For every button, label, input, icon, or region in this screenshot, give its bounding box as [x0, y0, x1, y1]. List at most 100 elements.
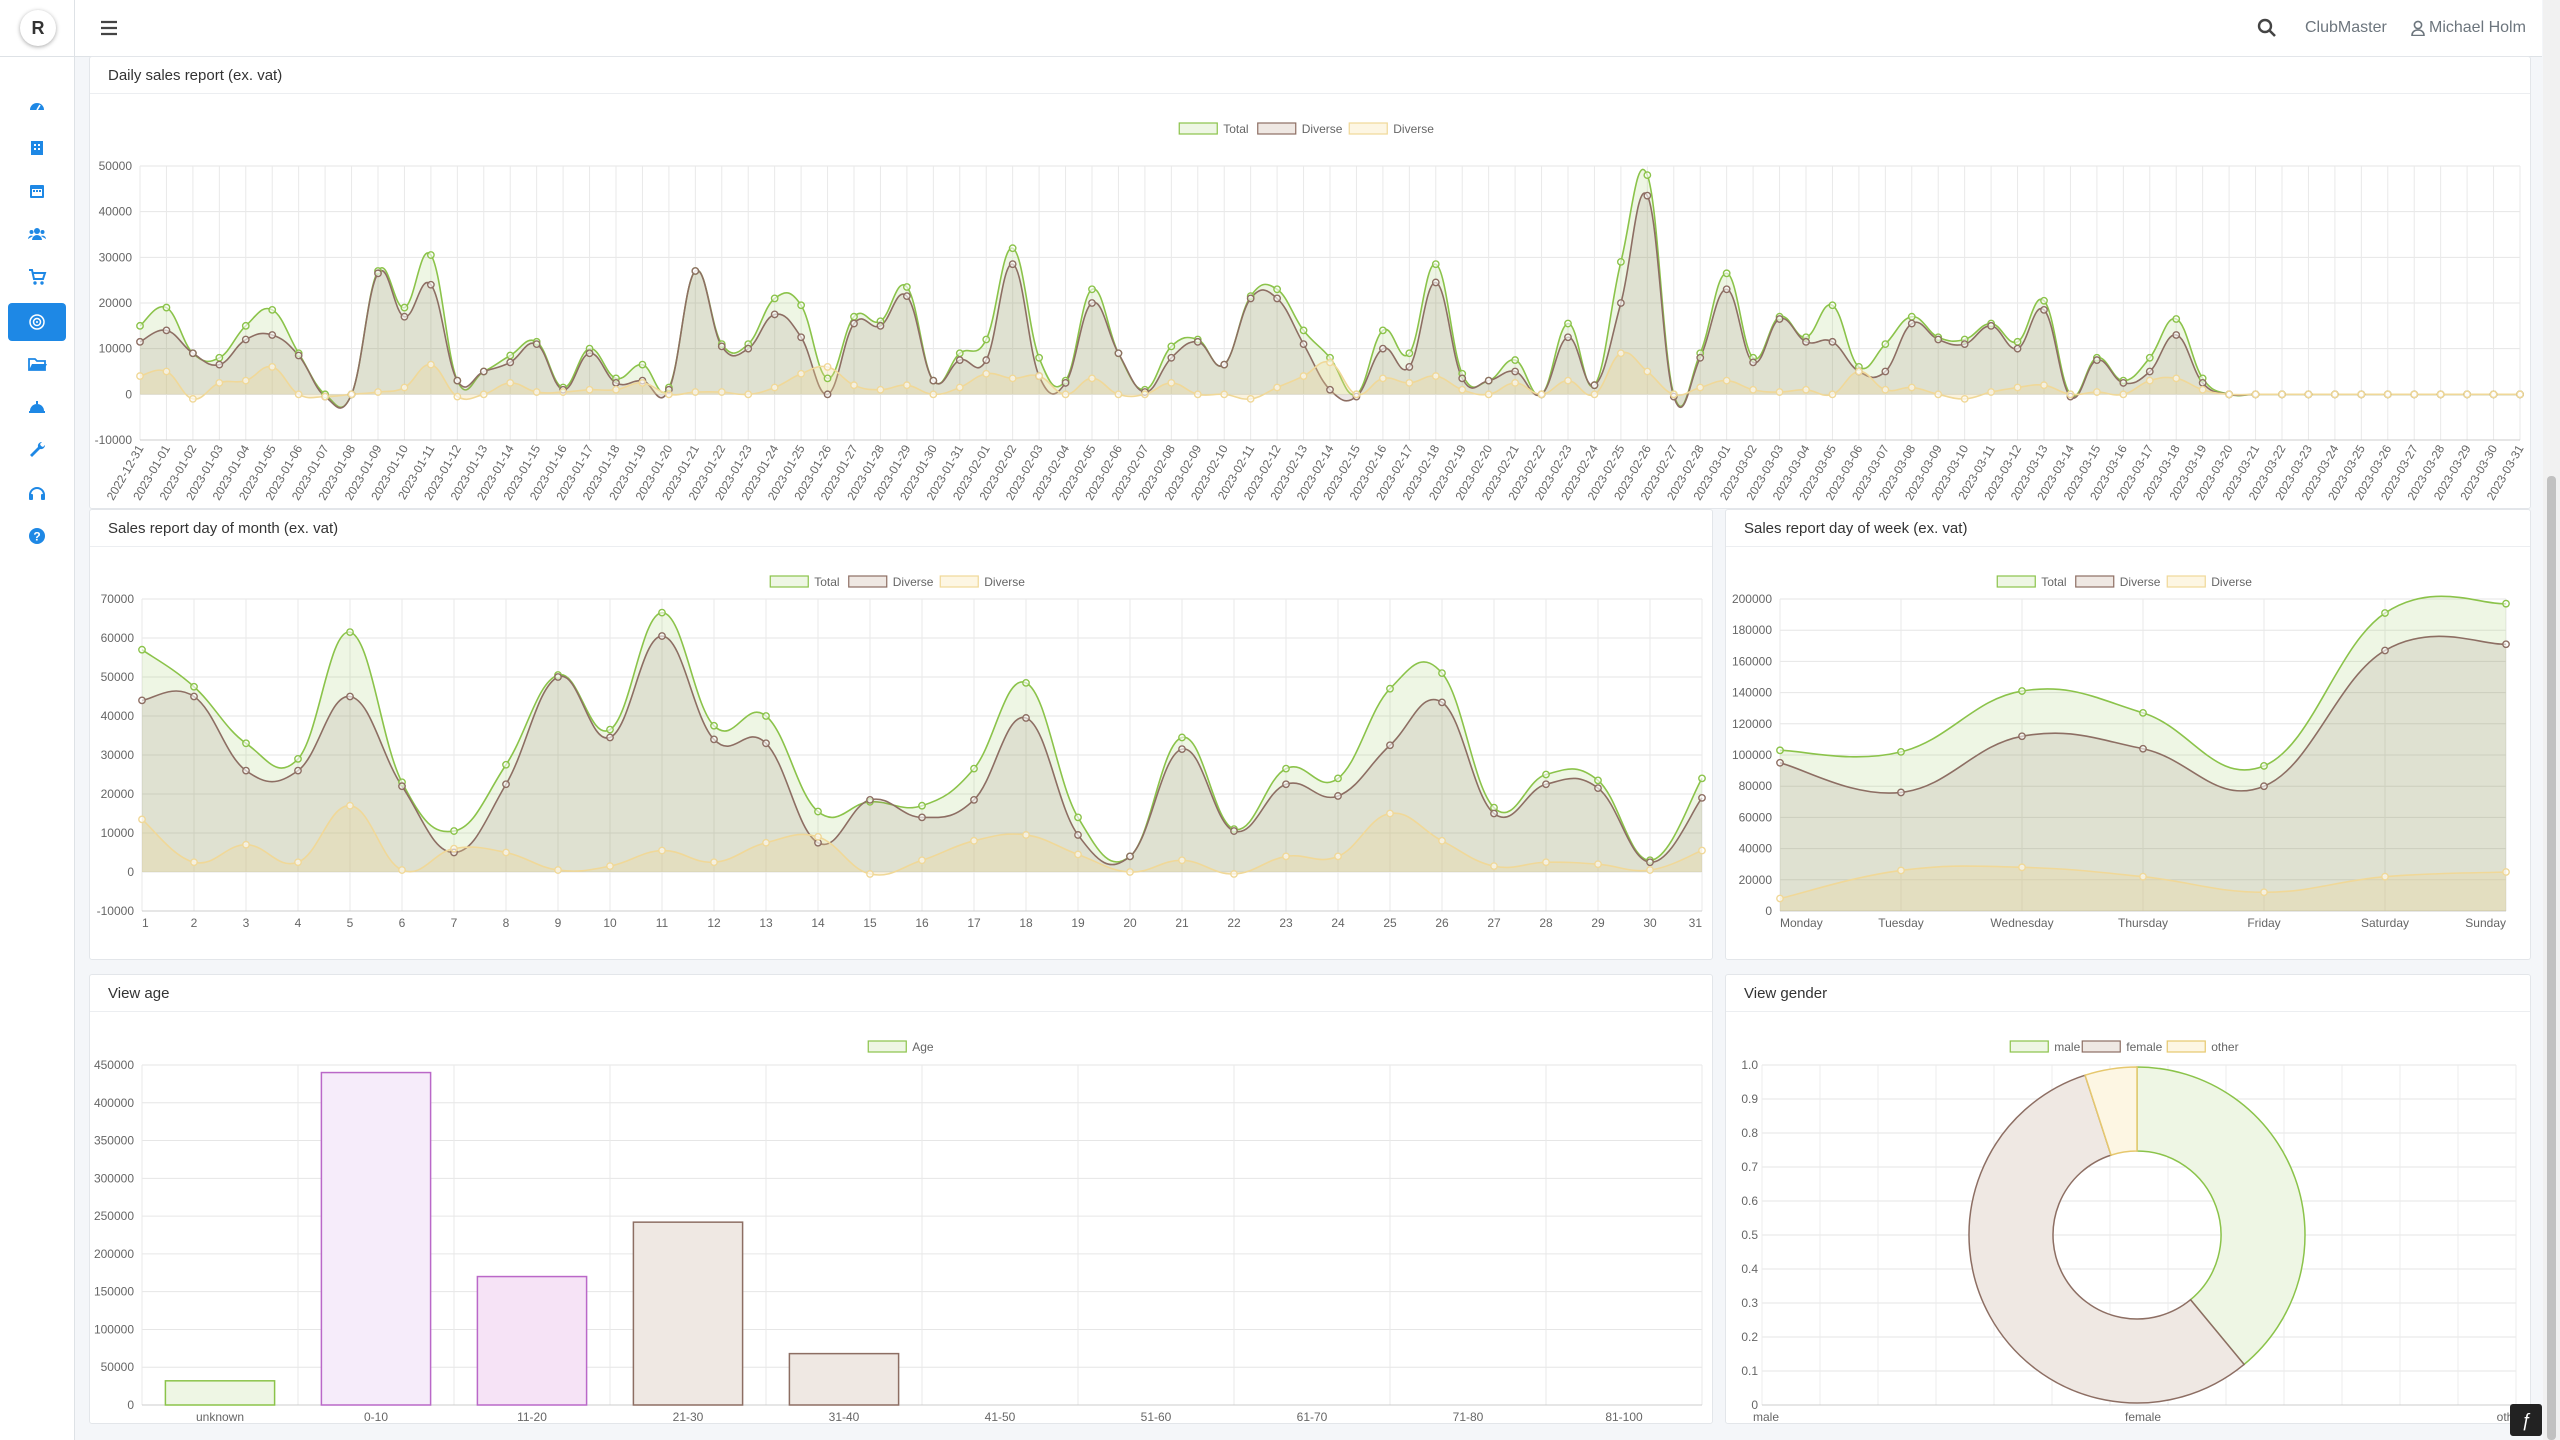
search-icon[interactable] — [2255, 16, 2279, 40]
y-tick-label: 450000 — [94, 1058, 134, 1072]
data-point — [162, 303, 171, 312]
sidebar-item-headset[interactable] — [8, 474, 66, 512]
data-point — [1114, 349, 1123, 358]
data-point — [1405, 363, 1414, 371]
x-tick-label: 1 — [142, 916, 149, 930]
svg-text:?: ? — [33, 530, 40, 544]
x-tick-label: 81-100 — [1605, 1410, 1643, 1423]
data-point — [918, 856, 926, 865]
data-point — [450, 827, 458, 835]
app-logo[interactable]: R — [20, 10, 56, 46]
data-point — [638, 379, 647, 387]
data-point — [823, 363, 832, 371]
data-point — [1126, 852, 1134, 861]
page-scrollbar[interactable] — [2543, 0, 2560, 1440]
data-point — [664, 390, 673, 399]
panel-title: Daily sales report (ex. vat) — [108, 67, 283, 84]
data-point — [1167, 379, 1176, 387]
data-point — [1220, 360, 1229, 369]
sidebar-item-building[interactable] — [8, 129, 66, 167]
sidebar-item-wrench[interactable] — [8, 431, 66, 469]
data-point — [1378, 344, 1387, 353]
panel-header-divider — [90, 546, 1712, 547]
series-area — [142, 636, 1702, 872]
data-point — [1749, 358, 1758, 367]
data-point — [585, 385, 594, 394]
data-point — [955, 349, 964, 358]
sidebar-item-service-bell[interactable] — [8, 388, 66, 426]
data-point — [398, 866, 406, 874]
data-point — [268, 363, 277, 371]
menu-toggle-icon[interactable] — [97, 16, 121, 40]
data-point — [1061, 390, 1070, 399]
y-tick-label: 40000 — [101, 709, 135, 723]
y-tick-label: 1.0 — [1741, 1058, 1758, 1072]
x-tick-label: 6 — [399, 916, 406, 930]
data-point — [2502, 868, 2510, 876]
wrench-icon — [30, 441, 46, 457]
data-point — [1881, 385, 1890, 394]
x-tick-label: 41-50 — [985, 1410, 1016, 1423]
data-point — [797, 369, 806, 378]
legend-item: Total — [1178, 122, 1249, 136]
legend-item: Diverse — [1257, 122, 1343, 136]
data-point — [710, 721, 718, 730]
sidebar-item-folder[interactable] — [8, 345, 66, 383]
legend-swatch — [769, 575, 809, 588]
data-point — [2225, 390, 2234, 399]
sidebar-item-target[interactable] — [8, 303, 66, 341]
x-tick-label: 20 — [1123, 916, 1137, 930]
data-point — [1378, 374, 1387, 383]
dashboard-icon — [30, 103, 44, 111]
scrollbar-thumb[interactable] — [2547, 476, 2556, 1440]
legend-swatch — [848, 575, 888, 588]
y-tick-label: 0.5 — [1741, 1228, 1758, 1242]
data-point — [1299, 326, 1308, 335]
y-tick-label: 70000 — [101, 592, 135, 606]
data-point — [268, 305, 277, 314]
data-point — [1594, 860, 1602, 869]
user-menu[interactable]: Michael Holm — [2411, 19, 2526, 37]
data-point — [866, 870, 874, 878]
legend-swatch — [2166, 1040, 2206, 1053]
data-point — [1178, 745, 1186, 754]
data-point — [1386, 741, 1394, 750]
data-point — [1698, 774, 1706, 783]
data-point — [850, 381, 858, 390]
club-name-link[interactable]: ClubMaster — [2305, 19, 2387, 36]
series-line — [141, 804, 1703, 876]
sidebar-item-calendar[interactable] — [8, 172, 66, 210]
y-tick-label: 20000 — [99, 296, 133, 310]
x-tick-label: 21-30 — [673, 1410, 704, 1423]
data-point — [2040, 296, 2048, 305]
data-point — [2278, 390, 2286, 399]
sidebar-item-cart[interactable] — [8, 258, 66, 296]
x-tick-label: 23 — [1279, 916, 1293, 930]
legend-item: Total — [1996, 575, 2067, 589]
legend-swatch — [2166, 575, 2206, 588]
sidebar-item-users[interactable] — [8, 215, 66, 253]
x-tick-label: 0-10 — [364, 1410, 388, 1423]
data-point — [1008, 260, 1017, 269]
data-point — [346, 628, 354, 637]
sidebar-item-dashboard[interactable] — [8, 86, 66, 124]
debug-toolbar-button[interactable]: ƒ — [2510, 1404, 2542, 1436]
data-point — [2172, 374, 2181, 383]
sidebar-item-help[interactable]: ? — [8, 517, 66, 555]
legend-label: Total — [1223, 122, 1248, 136]
y-tick-label: 60000 — [1739, 810, 1773, 824]
data-point — [2381, 872, 2389, 881]
data-point — [1246, 394, 1255, 403]
data-point — [1178, 733, 1186, 742]
y-tick-label: 0.6 — [1741, 1194, 1758, 1208]
data-point — [710, 858, 718, 867]
data-point — [532, 340, 541, 349]
data-point — [138, 645, 146, 654]
x-tick-label: 19 — [1071, 916, 1085, 930]
data-point — [1299, 340, 1308, 349]
x-tick-label: 10 — [603, 916, 617, 930]
y-tick-label: 400000 — [94, 1096, 134, 1110]
data-point — [1511, 367, 1520, 376]
age-panel: View age 0 50000 100000 150000 200000 250000 3… — [89, 974, 1713, 1424]
legend-item: female — [2081, 1040, 2163, 1054]
